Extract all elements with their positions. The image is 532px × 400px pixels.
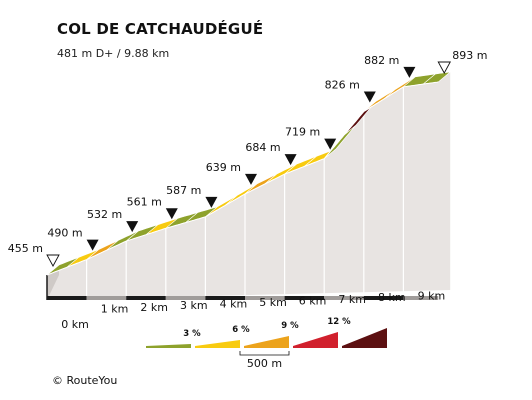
altitude-marker-icon	[403, 66, 416, 78]
altitude-label: 639 m	[206, 161, 241, 174]
km-scale-bar	[363, 296, 404, 300]
legend-swatch	[195, 340, 240, 348]
km-scale-bar	[165, 296, 206, 300]
altitude-label: 455 m	[8, 242, 43, 255]
legend-swatch	[244, 336, 289, 348]
legend-swatch	[342, 328, 387, 348]
km-scale-bar	[245, 296, 285, 300]
altitude-label: 684 m	[245, 141, 280, 154]
legend-scale-bracket	[239, 351, 290, 356]
altitude-marker-icon	[86, 239, 99, 251]
km-scale-bar	[126, 296, 166, 300]
km-scale-bar	[205, 296, 245, 300]
gradient-ribbon	[46, 71, 452, 276]
km-scale-bar	[284, 296, 325, 300]
altitude-label: 561 m	[127, 195, 162, 208]
km-tick-label: 3 km	[180, 299, 208, 312]
legend-label: 9 %	[281, 321, 299, 331]
km-scale-bar	[403, 296, 439, 300]
altitude-marker-icon	[245, 173, 257, 185]
altitude-marker-hollow-icon	[46, 254, 60, 267]
legend-label: 3 %	[183, 329, 201, 339]
legend-scale-label: 500 m	[247, 357, 282, 370]
legend-label: 6 %	[232, 325, 250, 335]
altitude-label: 719 m	[285, 126, 320, 139]
altitude-label: 893 m	[452, 49, 487, 62]
km-tick-label: 4 km	[220, 298, 248, 311]
legend-swatch	[146, 344, 191, 348]
km-tick-label: 5 km	[259, 296, 287, 309]
legend-label: 12 %	[327, 317, 351, 327]
gradient-legend: 3 % 6 % 9 % 12 % 500 m	[146, 317, 387, 370]
km-tick-label: 6 km	[299, 294, 327, 307]
chart-title: COL DE CATCHAUDÉGUÉ	[57, 20, 264, 38]
altitude-marker-icon	[126, 221, 139, 233]
profile-walls	[47, 72, 451, 300]
km-scale-bar	[324, 296, 364, 300]
altitude-markers: 455 m 490 m 532 m 561 m 587 m 639 m 684 m 719 m…	[8, 49, 487, 267]
altitude-label: 882 m	[364, 54, 399, 67]
km-tick-label: 8 km	[378, 291, 406, 304]
km-tick-label: 1 km	[101, 302, 129, 315]
km-tick-labels: 0 km 1 km 2 km 3 km 4 km 5 km 6 km 7 km 8 km 9 km	[61, 290, 445, 331]
km-tick-label: 0 km	[61, 318, 89, 331]
altitude-label: 490 m	[47, 227, 82, 240]
altitude-marker-icon	[284, 154, 297, 166]
km-tick-label: 2 km	[140, 301, 168, 314]
altitude-label: 532 m	[87, 208, 122, 221]
altitude-marker-hollow-icon	[437, 61, 452, 74]
ribbon-front-edge	[46, 81, 439, 276]
altitude-label: 826 m	[325, 79, 360, 92]
copyright-notice: © RouteYou	[52, 374, 118, 387]
km-scale-bar	[47, 296, 87, 300]
legend-swatch	[293, 332, 338, 348]
altitude-marker-icon	[363, 91, 376, 103]
km-scale-bar	[86, 296, 127, 300]
km-tick-label: 9 km	[418, 290, 446, 303]
altitude-marker-icon	[324, 138, 337, 150]
chart-subtitle: 481 m D+ / 9.88 km	[57, 47, 170, 60]
altitude-label: 587 m	[166, 184, 201, 197]
altitude-marker-icon	[165, 208, 178, 220]
km-tick-label: 7 km	[338, 293, 366, 306]
profile-wall-area	[47, 72, 451, 300]
altitude-marker-icon	[205, 196, 218, 208]
